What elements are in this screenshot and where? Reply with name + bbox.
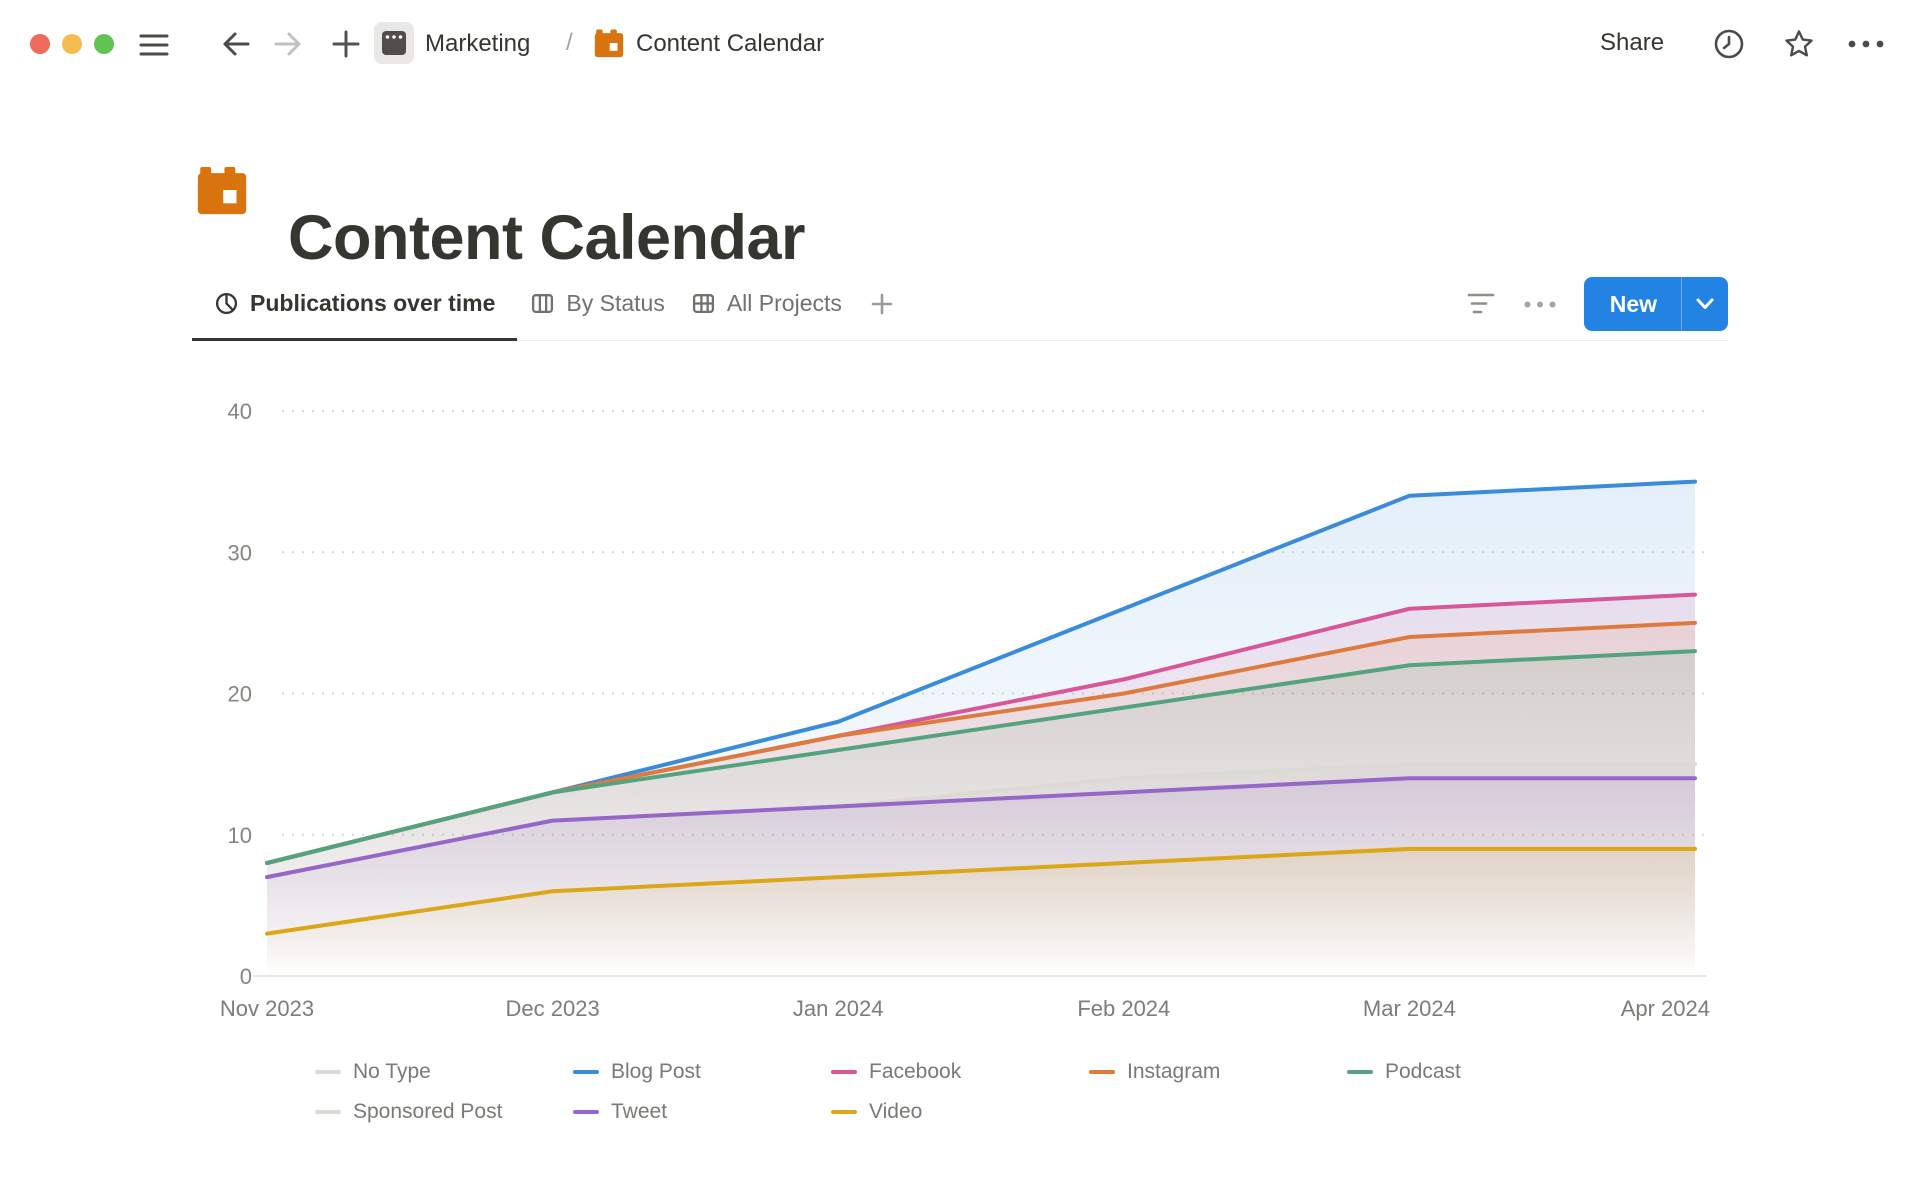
legend-item-instagram[interactable]: Instagram xyxy=(1089,1060,1347,1084)
back-button[interactable] xyxy=(220,29,252,59)
legend-item-no-type[interactable]: No Type xyxy=(315,1060,573,1084)
legend-label: Instagram xyxy=(1127,1060,1221,1083)
tab-by-status[interactable]: By Status xyxy=(517,268,677,341)
breadcrumb-workspace[interactable]: Marketing xyxy=(425,30,531,57)
series-line-podcast xyxy=(265,649,1697,865)
legend-item-podcast[interactable]: Podcast xyxy=(1347,1060,1605,1084)
legend-label: Blog Post xyxy=(611,1060,701,1083)
filter-lines-icon xyxy=(1467,293,1495,314)
table-icon xyxy=(692,293,714,313)
arrow-left-icon xyxy=(223,32,250,56)
board-columns-icon xyxy=(532,293,554,313)
pie-chart-icon xyxy=(215,292,238,314)
legend-item-tweet[interactable]: Tweet xyxy=(573,1100,831,1124)
star-icon xyxy=(1785,30,1813,57)
y-tick-10: 10 xyxy=(228,823,252,848)
legend-swatch-tweet xyxy=(573,1110,599,1114)
x-label-dec-2023: Dec 2023 xyxy=(506,996,600,1021)
y-tick-40: 40 xyxy=(228,399,252,424)
new-button-group: New xyxy=(1583,277,1728,331)
calendar-icon xyxy=(594,29,624,58)
plus-icon xyxy=(871,293,893,315)
marketing-board-icon xyxy=(374,22,414,64)
more-options-button[interactable] xyxy=(1846,36,1886,52)
legend-swatch-podcast xyxy=(1347,1070,1373,1074)
view-more-button[interactable] xyxy=(1522,298,1558,310)
tab-publications-over-time[interactable]: Publications over time xyxy=(192,268,518,341)
y-tick-20: 20 xyxy=(228,682,252,707)
new-page-button[interactable] xyxy=(330,29,362,59)
traffic-light-minimize[interactable] xyxy=(62,34,82,54)
legend-label: Tweet xyxy=(611,1100,668,1123)
traffic-light-zoom[interactable] xyxy=(94,34,114,54)
legend-item-video[interactable]: Video xyxy=(831,1100,1089,1124)
chevron-down-icon xyxy=(1696,298,1714,309)
breadcrumb-page-icon xyxy=(592,26,626,60)
legend-label: Sponsored Post xyxy=(353,1100,503,1123)
legend-swatch-instagram xyxy=(1089,1070,1115,1074)
legend-item-sponsored-post[interactable]: Sponsored Post xyxy=(315,1100,573,1124)
legend-label: No Type xyxy=(353,1060,431,1083)
legend-label: Video xyxy=(869,1100,923,1123)
favorite-button[interactable] xyxy=(1782,27,1816,61)
clock-icon xyxy=(1714,29,1744,59)
legend-swatch-video xyxy=(831,1110,857,1114)
arrow-right-icon xyxy=(274,32,301,56)
add-view-button[interactable] xyxy=(855,268,909,340)
x-label-feb-2024: Feb 2024 xyxy=(1077,996,1170,1021)
breadcrumb-separator: / xyxy=(566,29,573,56)
new-button[interactable]: New xyxy=(1609,290,1657,317)
tab-label: All Projects xyxy=(726,289,842,316)
new-button-divider xyxy=(1681,277,1682,331)
sidebar-menu-button[interactable] xyxy=(138,32,170,58)
legend-item-blog-post[interactable]: Blog Post xyxy=(573,1060,831,1084)
legend-item-facebook[interactable]: Facebook xyxy=(831,1060,1089,1084)
x-label-apr-2024: Apr 2024 xyxy=(1621,996,1710,1021)
hamburger-icon xyxy=(139,34,169,56)
x-label-jan-2024: Jan 2024 xyxy=(793,996,884,1021)
plus-icon xyxy=(332,30,360,58)
publications-chart-svg: 0 10 20 30 40 Nov 2023 Dec 2023 Jan 2024 Feb 202… xyxy=(220,399,1710,1021)
x-label-mar-2024: Mar 2024 xyxy=(1363,996,1456,1021)
page-title: Content Calendar xyxy=(288,203,806,274)
view-tab-bar: Publications over time By Status All Pro… xyxy=(192,268,1728,341)
breadcrumb-page[interactable]: Content Calendar xyxy=(636,30,825,57)
traffic-light-close[interactable] xyxy=(30,34,50,54)
series-line-video xyxy=(265,846,1697,936)
breadcrumb-workspace-icon[interactable] xyxy=(374,22,414,64)
legend-swatch-no-type xyxy=(315,1070,341,1074)
ellipsis-icon xyxy=(1848,40,1884,48)
y-tick-30: 30 xyxy=(228,540,252,565)
calendar-icon-large xyxy=(197,167,247,215)
filter-button[interactable] xyxy=(1466,290,1496,318)
legend-swatch-sponsored-post xyxy=(315,1110,341,1114)
history-button[interactable] xyxy=(1712,27,1746,61)
x-label-nov-2023: Nov 2023 xyxy=(220,996,314,1021)
forward-button[interactable] xyxy=(272,29,304,59)
legend-swatch-facebook xyxy=(831,1070,857,1074)
legend-label: Podcast xyxy=(1385,1060,1461,1083)
window-titlebar: Marketing / Content Calendar Share xyxy=(0,0,1920,72)
tab-all-projects[interactable]: All Projects xyxy=(678,268,855,341)
chart-legend: No Type Blog Post Facebook Instagram Podcast… xyxy=(0,1052,1920,1132)
tab-label: By Status xyxy=(566,289,665,316)
share-button[interactable]: Share xyxy=(1600,29,1665,56)
legend-swatch-blog-post xyxy=(573,1070,599,1074)
y-tick-0: 0 xyxy=(240,964,252,989)
series-area-video xyxy=(267,848,1695,976)
view-controls: New xyxy=(1466,277,1728,331)
tab-label: Publications over time xyxy=(250,289,496,316)
series-line-tweet xyxy=(265,776,1697,880)
ellipsis-icon xyxy=(1524,301,1556,307)
new-dropdown-button[interactable] xyxy=(1682,298,1728,310)
legend-label: Facebook xyxy=(869,1060,962,1083)
page-title-icon[interactable] xyxy=(192,160,252,220)
